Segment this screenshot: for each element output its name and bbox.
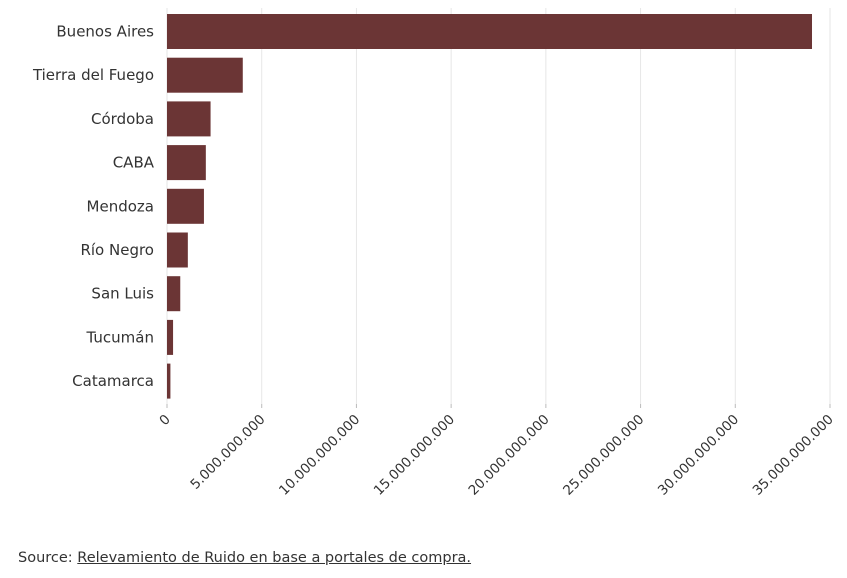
bar xyxy=(167,145,206,181)
x-tick-label: 10.000.000.000 xyxy=(276,412,363,499)
category-label: Mendoza xyxy=(87,197,154,215)
x-tick-label: 35.000.000.000 xyxy=(750,412,837,499)
bar xyxy=(167,57,243,93)
bar xyxy=(167,276,181,312)
bar xyxy=(167,363,171,399)
x-tick-label: 30.000.000.000 xyxy=(655,412,742,499)
source-prefix: Source: xyxy=(18,550,78,566)
category-label: Tierra del Fuego xyxy=(32,66,154,84)
bar-chart: Buenos Aires Tierra del Fuego Córdoba CABA M… xyxy=(32,8,837,499)
bar xyxy=(167,101,211,137)
category-label: Córdoba xyxy=(91,110,154,128)
category-label: CABA xyxy=(113,154,155,172)
x-tick-label: 20.000.000.000 xyxy=(465,412,552,499)
bar xyxy=(167,319,174,355)
source-link[interactable]: Relevamiento de Ruido en base a portales… xyxy=(77,550,472,566)
source-note: Source: Relevamiento de Ruido en base a … xyxy=(18,550,471,566)
bar xyxy=(167,14,813,49)
bars xyxy=(167,14,813,399)
category-label: Tucumán xyxy=(86,328,154,346)
bar xyxy=(167,232,188,268)
x-tick-label: 0 xyxy=(156,412,173,429)
x-tick-labels: 0 5.000.000.000 10.000.000.000 15.000.000.0… xyxy=(156,412,836,499)
x-tick-label: 15.000.000.000 xyxy=(371,412,458,499)
grid-lines xyxy=(166,8,831,408)
x-tick-label: 5.000.000.000 xyxy=(187,412,268,493)
category-label: Buenos Aires xyxy=(56,23,154,41)
category-labels: Buenos Aires Tierra del Fuego Córdoba CABA M… xyxy=(32,23,155,391)
bar xyxy=(167,188,204,224)
category-label: Catamarca xyxy=(72,372,154,390)
x-tick-label: 25.000.000.000 xyxy=(560,412,647,499)
category-label: Río Negro xyxy=(80,241,154,259)
category-label: San Luis xyxy=(91,285,154,303)
